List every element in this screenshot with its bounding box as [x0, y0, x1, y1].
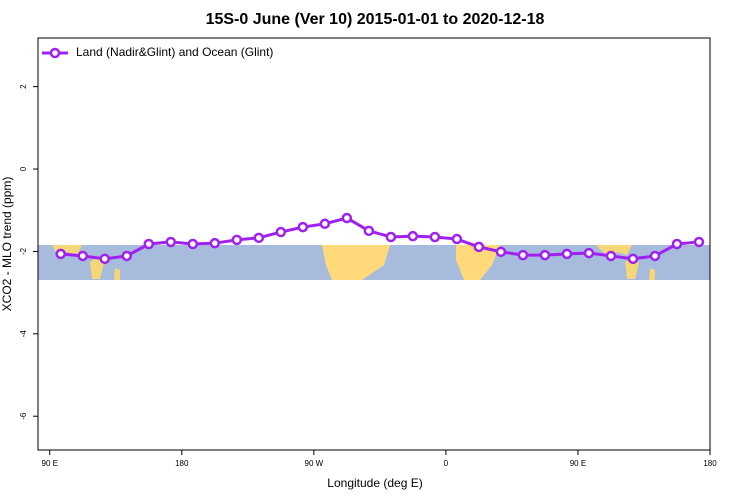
y-tick-label: -6: [19, 412, 28, 420]
point: [561, 248, 573, 260]
point: [385, 231, 397, 243]
point: [187, 238, 199, 250]
point: [55, 248, 66, 260]
point: [539, 249, 551, 261]
point: [99, 253, 111, 265]
legend-label: Land (Nadir&Glint) and Ocean (Glint): [76, 45, 273, 59]
point: [693, 236, 705, 248]
point: [473, 241, 485, 253]
point: [143, 238, 155, 250]
point: [363, 225, 375, 237]
point: [407, 230, 419, 242]
point: [253, 232, 265, 244]
point: [341, 212, 353, 224]
point: [429, 231, 441, 243]
point: [231, 234, 243, 246]
y-tick-label: -2: [19, 247, 28, 255]
map-strip: [38, 245, 710, 280]
point: [517, 249, 529, 261]
point: [77, 250, 89, 262]
point: [319, 218, 331, 230]
legend-marker: [49, 47, 61, 59]
chart-title: 15S-0 June (Ver 10) 2015-01-01 to 2020-1…: [206, 11, 545, 28]
point: [495, 246, 507, 258]
x-tick-label: 180: [703, 459, 717, 468]
point: [451, 233, 463, 245]
point: [121, 250, 133, 262]
point: [297, 221, 309, 233]
point: [671, 238, 683, 250]
point: [209, 237, 221, 249]
y-tick-label: 0: [19, 166, 28, 171]
x-axis-label: Longitude (deg E): [327, 476, 422, 490]
x-tick-label: 180: [175, 459, 189, 468]
y-tick-label: 2: [19, 84, 28, 89]
x-tick-label: 0: [444, 459, 449, 468]
x-tick-label: 90 W: [305, 459, 324, 468]
x-tick-label: 90 E: [570, 459, 586, 468]
y-tick-label: -4: [19, 330, 28, 338]
point: [165, 236, 177, 248]
point: [605, 250, 617, 262]
point: [583, 247, 595, 259]
y-axis-label: XCO2 - MLO trend (ppm): [0, 177, 14, 312]
point: [627, 253, 639, 265]
x-tick-label: 90 E: [42, 459, 58, 468]
plot-frame: [37, 37, 711, 451]
point: [275, 226, 287, 238]
point: [649, 250, 661, 262]
